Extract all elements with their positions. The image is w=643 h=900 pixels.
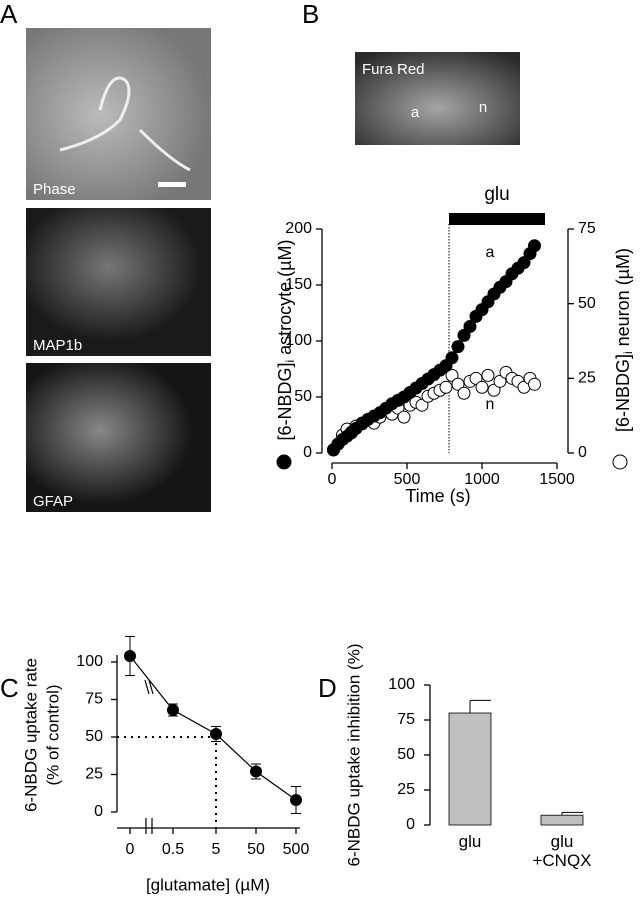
data-point <box>528 377 541 391</box>
tick-label: 0 <box>578 444 587 461</box>
x-tick-label: 500 <box>283 841 310 858</box>
tick-label: 0 <box>94 803 103 820</box>
image-label: Fura Red <box>362 61 425 78</box>
data-point <box>415 398 429 412</box>
y-axis-label: (% of control) <box>43 684 62 785</box>
tick-label: 100 <box>388 676 415 693</box>
axis-break-gap <box>147 818 152 834</box>
x-tick-label: 5 <box>212 841 221 858</box>
guide-line <box>117 736 217 828</box>
axis-break <box>148 679 154 695</box>
x-tick-label: 50 <box>247 841 265 858</box>
data-point <box>451 377 465 391</box>
axis-break <box>144 679 150 695</box>
bar <box>448 712 492 826</box>
tick-label: 25 <box>578 370 596 387</box>
x-tick-label: glu <box>458 832 482 851</box>
panel-letter: B <box>302 0 319 29</box>
fura-red-image <box>355 52 520 145</box>
label-sub: i <box>621 351 635 354</box>
label-sub: i <box>283 360 297 363</box>
legend-symbol <box>276 454 292 470</box>
series-label: a <box>486 244 495 261</box>
data-point <box>457 328 471 342</box>
cell-outline <box>59 76 191 172</box>
panel-letter: D <box>318 673 337 703</box>
tick-label: 50 <box>85 728 103 745</box>
scale-bar <box>158 182 186 187</box>
data-line <box>129 655 297 801</box>
x-tick-label: 0 <box>126 841 135 858</box>
data-point <box>481 368 495 382</box>
tick-label: 50 <box>294 388 312 405</box>
label-rest: astrocyte (µM) <box>275 239 295 359</box>
data-point <box>457 386 471 400</box>
data-point <box>445 351 459 365</box>
data-point <box>475 380 489 394</box>
data-point <box>528 239 541 253</box>
image-label: GFAP <box>33 493 73 510</box>
tick-label: 100 <box>76 653 103 670</box>
bar <box>540 814 584 826</box>
tick-label: 1000 <box>464 471 500 488</box>
legend-symbol <box>612 454 628 470</box>
x-axis-label: Time (s) <box>405 486 470 506</box>
data-point <box>124 650 136 662</box>
data-point <box>290 794 302 806</box>
data-point <box>210 728 222 740</box>
cell-label: a <box>411 104 420 121</box>
data-point <box>463 319 477 333</box>
tick-label: 0 <box>406 816 415 833</box>
axis-label: [6-NBDG]i neuron (µM) <box>613 248 635 432</box>
series-label: n <box>486 396 495 413</box>
tick-label: 1500 <box>539 471 575 488</box>
error-bar <box>561 811 583 816</box>
tick-label: 75 <box>578 220 596 237</box>
tick-label: 75 <box>85 691 103 708</box>
x-axis-label: [glutamate] (µM) <box>146 875 270 894</box>
data-point <box>439 380 453 394</box>
tick-label: 50 <box>397 746 415 763</box>
tick-label: 0 <box>303 444 312 461</box>
data-point <box>250 765 262 778</box>
panel-letter: C <box>0 673 19 703</box>
data-point <box>167 704 179 716</box>
x-tick-label: 0.5 <box>162 841 184 858</box>
label-main: [6-NBDG] <box>613 354 633 432</box>
stimulus-label: glu <box>484 184 509 205</box>
data-point <box>469 371 483 385</box>
image-label: MAP1b <box>33 337 82 354</box>
data-point <box>451 340 465 354</box>
stimulus-bar <box>449 213 545 225</box>
data-point <box>445 368 459 382</box>
axis-label: [6-NBDG]i astrocyte (µM) <box>275 239 297 440</box>
cell-label: n <box>479 99 487 116</box>
y-axis-label: 6-NBDG uptake inhibition (%) <box>344 644 363 867</box>
image-label: Phase <box>33 181 76 198</box>
tick-label: 200 <box>285 220 312 237</box>
phase-image <box>26 28 211 200</box>
tick-label: 75 <box>397 711 415 728</box>
y-axis-label: 6-NBDG uptake rate <box>21 658 40 812</box>
tick-label: 150 <box>285 276 312 293</box>
label-main: [6-NBDG] <box>275 363 295 441</box>
x-tick-label: glu +CNQX <box>532 832 592 870</box>
data-point <box>517 256 531 270</box>
tick-label: 25 <box>85 766 103 783</box>
label-rest: neuron (µM) <box>613 248 633 351</box>
tick-label: 50 <box>578 295 596 312</box>
gfap-image <box>26 363 211 512</box>
tick-label: 500 <box>394 471 421 488</box>
data-point <box>397 410 411 424</box>
data-point <box>493 374 507 388</box>
map1b-image <box>26 208 211 356</box>
tick-label: 100 <box>285 332 312 349</box>
data-point <box>487 383 501 397</box>
tick-label: 25 <box>397 781 415 798</box>
error-bar <box>469 699 491 713</box>
panel-letter: A <box>0 0 18 29</box>
tick-label: 0 <box>328 471 337 488</box>
